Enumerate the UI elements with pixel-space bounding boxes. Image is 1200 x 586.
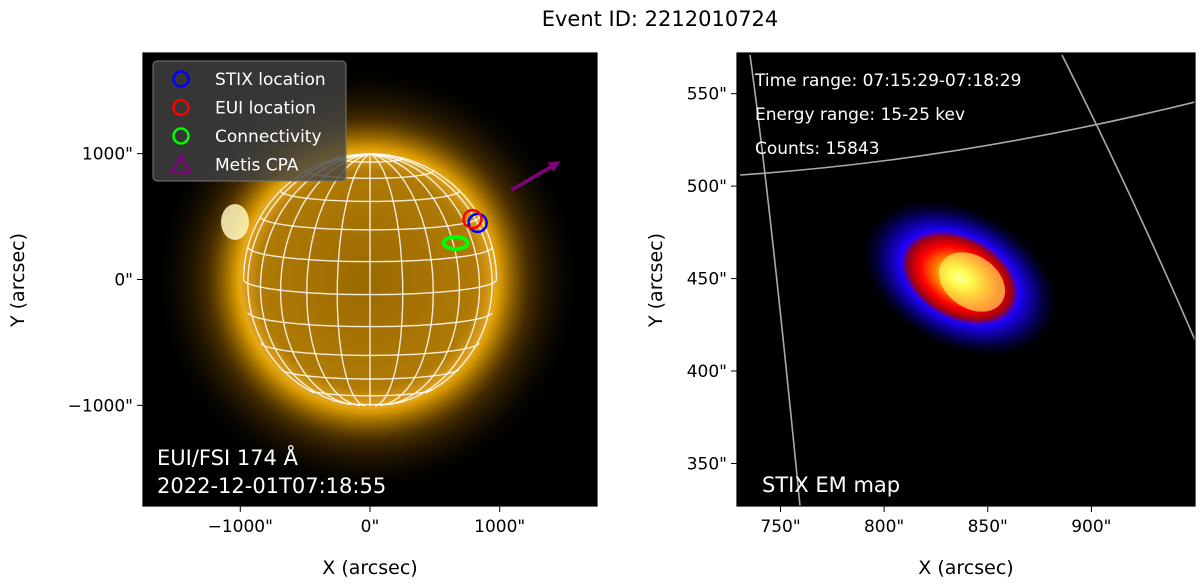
metis-cpa-arrow <box>510 164 553 192</box>
x-tick-label: 0" <box>361 517 380 537</box>
stix-source-core <box>938 252 1006 312</box>
x-tick-label: 1000" <box>474 517 525 537</box>
eui-ylabel: Y (arcsec) <box>7 233 29 328</box>
y-tick-label: 450" <box>687 270 727 290</box>
x-tick-label: 900" <box>1071 517 1111 537</box>
legend-label: EUI location <box>215 99 316 119</box>
eui-location-marker <box>462 208 483 230</box>
grid-line <box>369 153 493 394</box>
stix-ylabel: Y (arcsec) <box>645 233 667 328</box>
legend-label: Metis CPA <box>215 156 299 176</box>
legend-circle-icon <box>172 70 190 88</box>
eui-instrument-label: EUI/FSI 174 Å <box>157 444 299 470</box>
y-tick-label: 400" <box>687 362 727 382</box>
legend-label: Connectivity <box>215 127 322 147</box>
grid-line <box>369 153 461 406</box>
arrow-head-icon <box>547 161 561 173</box>
grid-line <box>341 401 400 406</box>
stix-map-label: STIX EM map <box>762 473 900 497</box>
grid-line <box>369 153 404 407</box>
stix-counts: Counts: 15843 <box>755 139 880 159</box>
y-tick-label: −1000" <box>68 396 133 416</box>
eui-xlabel: X (arcsec) <box>322 557 417 579</box>
legend-triangle-icon <box>169 152 193 174</box>
grid-line <box>308 389 432 397</box>
legend-circle-icon <box>172 98 190 117</box>
stix-location-marker <box>467 212 488 234</box>
grid-line <box>369 153 481 404</box>
grid-line <box>369 153 434 407</box>
y-tick-label: 500" <box>687 177 727 197</box>
y-tick-label: 350" <box>687 454 727 474</box>
stix-energy-range: Energy range: 15-25 kev <box>755 105 965 125</box>
grid-line <box>247 246 493 263</box>
active-region-glow <box>221 204 249 240</box>
x-tick-label: 850" <box>968 517 1008 537</box>
x-tick-label: 750" <box>760 517 800 537</box>
stix-grid <box>739 54 1195 506</box>
eui-panel: STIX location EUI location Connectivity Met… <box>7 52 598 579</box>
legend: STIX location EUI location Connectivity Met… <box>152 60 347 182</box>
eui-timestamp-label: 2022-12-01T07:18:55 <box>157 474 386 498</box>
heliographic-grid <box>242 153 498 407</box>
x-tick-label: 800" <box>864 517 904 537</box>
grid-line <box>281 369 460 380</box>
grid-line <box>242 279 498 296</box>
grid-line <box>739 101 1195 176</box>
stix-xlabel: X (arcsec) <box>918 557 1013 579</box>
grid-line <box>247 312 493 328</box>
legend-circle-icon <box>172 127 190 145</box>
grid-line <box>279 189 461 203</box>
grid-line <box>749 54 801 506</box>
y-tick-label: 1000" <box>82 145 133 165</box>
sun-disk <box>240 152 496 408</box>
figure-title: Event ID: 2212010724 <box>542 7 779 31</box>
stix-time-range: Time range: 07:15:29-07:18:29 <box>754 71 1021 91</box>
grid-line <box>260 342 480 357</box>
connectivity-marker <box>441 235 470 252</box>
x-tick-label: −1000" <box>208 517 273 537</box>
legend-label: STIX location <box>215 70 326 90</box>
y-tick-label: 0" <box>114 271 133 291</box>
y-tick-label: 550" <box>687 85 727 105</box>
grid-line <box>336 153 371 407</box>
stix-panel: Time range: 07:15:29-07:18:29 Energy ran… <box>645 52 1196 579</box>
grid-line <box>259 216 481 231</box>
grid-line <box>1061 54 1195 341</box>
